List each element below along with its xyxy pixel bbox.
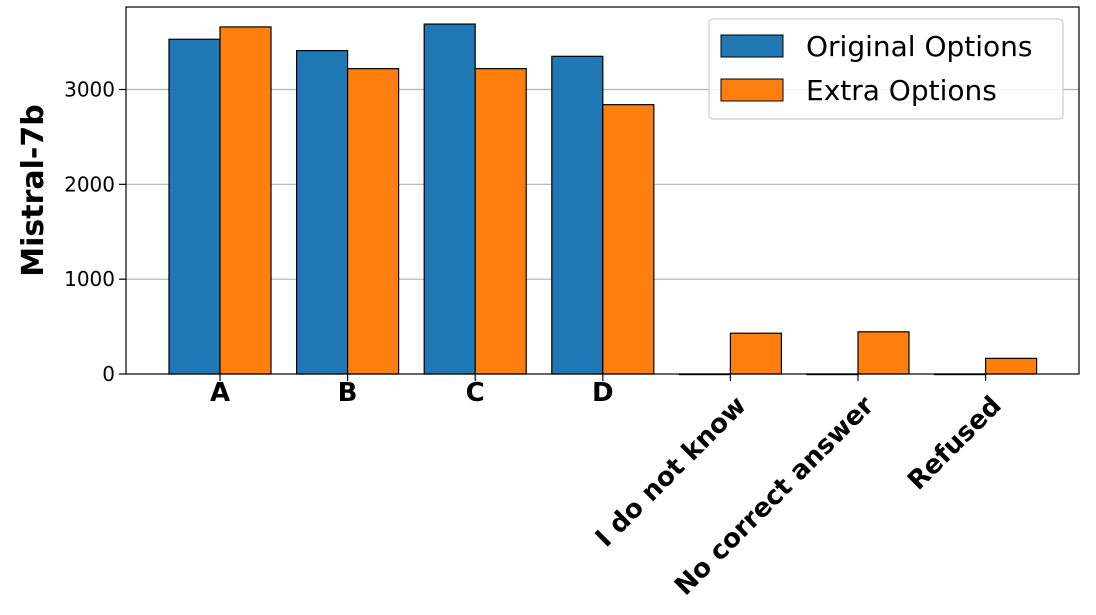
y-axis-ticks: 0 1000 2000 3000 — [64, 78, 126, 386]
bar-original-options-d — [551, 55, 604, 375]
x-tick-label-d: D — [592, 378, 614, 408]
bar-extra-options-a — [219, 26, 272, 375]
legend-swatch-extra-options — [720, 78, 784, 102]
y-axis-label: Mistral-7b — [16, 104, 51, 276]
bar-original-options-b — [296, 50, 349, 375]
y-tick-label: 1000 — [64, 267, 115, 291]
y-tick-label: 3000 — [64, 78, 115, 102]
bar-extra-options-i-do-not-know — [729, 332, 783, 375]
x-tick-label-refused: Refused — [902, 391, 1008, 497]
bar-extra-options-b — [347, 68, 400, 375]
bar-extra-options-no-correct-answer — [857, 331, 910, 375]
legend-label-original-options: Original Options — [806, 30, 1033, 63]
legend-box — [708, 18, 1064, 120]
x-tick-label-a: A — [210, 378, 230, 408]
bar-extra-options-d — [602, 104, 655, 375]
legend-swatch-original-options — [720, 34, 784, 58]
bar-original-options-a — [168, 38, 221, 375]
y-tick-label: 2000 — [64, 172, 115, 196]
bars — [168, 23, 1038, 376]
bar-extra-options-refused — [984, 357, 1038, 375]
bar-extra-options-c — [474, 68, 527, 375]
x-tick-label-b: B — [338, 378, 358, 408]
legend: Original Options Extra Options — [708, 18, 1064, 120]
x-tick-label-c: C — [466, 378, 485, 408]
legend-label-extra-options: Extra Options — [806, 74, 997, 107]
y-tick-label: 0 — [102, 362, 115, 386]
bar-original-options-c — [423, 23, 476, 375]
